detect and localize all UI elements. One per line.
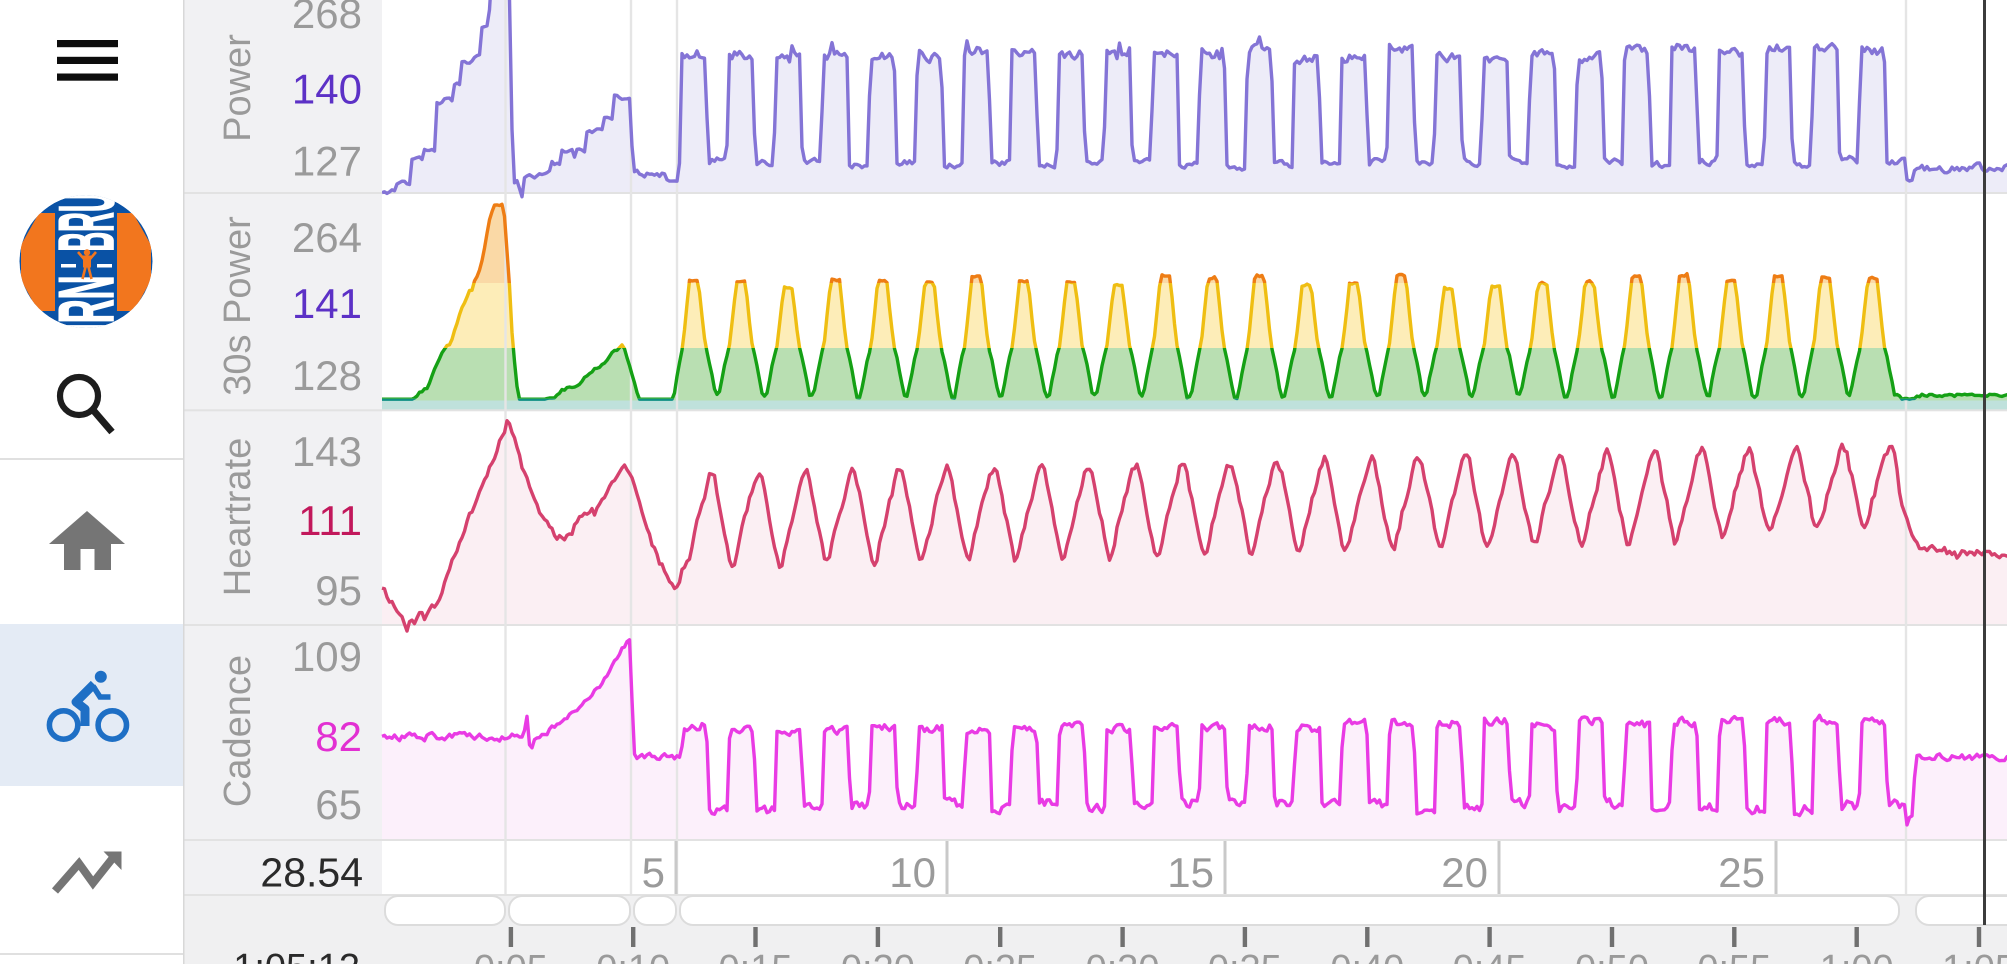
svg-text:140: 140 — [292, 66, 362, 113]
svg-text:0:30: 0:30 — [1086, 948, 1160, 964]
svg-text:Heartrate: Heartrate — [217, 438, 259, 596]
svg-text:95: 95 — [315, 567, 362, 614]
svg-text:0:25: 0:25 — [963, 948, 1037, 964]
svg-text:111: 111 — [298, 497, 362, 544]
svg-text:0:15: 0:15 — [719, 948, 793, 964]
svg-text:5: 5 — [642, 849, 665, 896]
svg-text:15: 15 — [1167, 849, 1214, 896]
svg-text:1:00: 1:00 — [1820, 948, 1894, 964]
svg-text:0:50: 0:50 — [1575, 948, 1649, 964]
svg-text:0:20: 0:20 — [841, 948, 915, 964]
svg-text:0:35: 0:35 — [1208, 948, 1282, 964]
svg-text:28.54: 28.54 — [260, 850, 363, 896]
svg-text:25: 25 — [1718, 849, 1765, 896]
svg-text:1:05: 1:05 — [1942, 948, 2007, 964]
svg-text:264: 264 — [292, 214, 362, 261]
svg-text:10: 10 — [889, 849, 936, 896]
svg-text:143: 143 — [292, 428, 362, 475]
svg-text:BRU: BRU — [42, 193, 130, 252]
svg-text:268: 268 — [292, 0, 362, 37]
svg-text:30s Power: 30s Power — [217, 216, 259, 396]
svg-text:0:10: 0:10 — [596, 948, 670, 964]
svg-text:20: 20 — [1441, 849, 1488, 896]
svg-text:Cadence: Cadence — [217, 655, 259, 807]
svg-text:127: 127 — [292, 138, 362, 185]
svg-text:65: 65 — [315, 781, 362, 828]
svg-text:109: 109 — [292, 633, 362, 680]
svg-text:0:55: 0:55 — [1697, 948, 1771, 964]
svg-text:IRN: IRN — [42, 276, 130, 333]
svg-text:Power: Power — [217, 34, 259, 142]
svg-text:128: 128 — [292, 352, 362, 399]
svg-text:1:05:12: 1:05:12 — [233, 947, 360, 964]
svg-text:0:45: 0:45 — [1453, 948, 1527, 964]
svg-text:0:05: 0:05 — [474, 948, 548, 964]
svg-text:82: 82 — [315, 713, 362, 760]
svg-text:0:40: 0:40 — [1330, 948, 1404, 964]
svg-text:141: 141 — [292, 280, 362, 327]
